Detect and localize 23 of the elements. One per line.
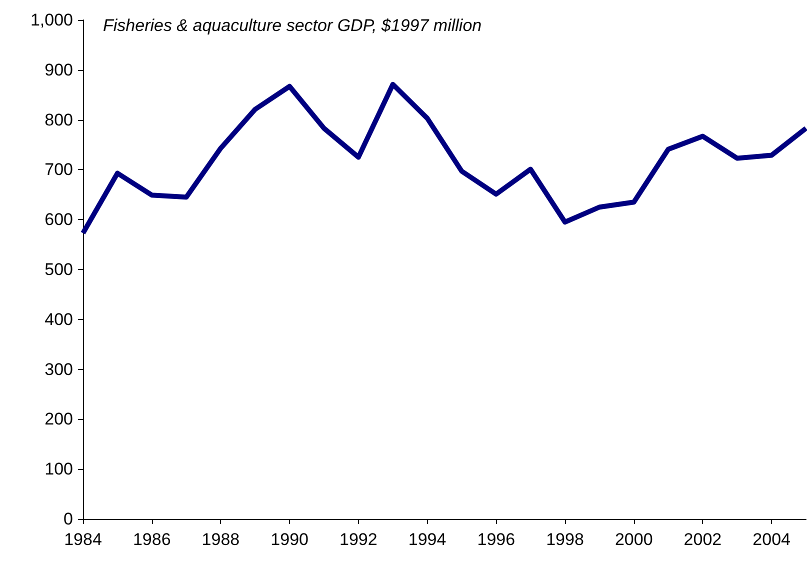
y-tick-label: 0 <box>64 510 73 528</box>
x-tick-label: 2002 <box>684 530 722 549</box>
x-tick-label: 2004 <box>752 530 790 549</box>
y-tick-label: 800 <box>44 110 73 130</box>
x-tick-label: 1988 <box>202 530 240 549</box>
x-tick-label: 2000 <box>614 530 653 549</box>
x-tick-label: 1992 <box>340 530 378 549</box>
x-tick-label: 1996 <box>477 530 516 549</box>
y-tick-label: 1,000 <box>30 10 73 30</box>
y-tick-label: 200 <box>44 410 73 429</box>
x-tick-label: 1994 <box>408 530 446 549</box>
y-tick-label: 900 <box>44 60 73 80</box>
y-tick-label: 400 <box>44 310 73 329</box>
x-tick-label: 1998 <box>546 530 584 549</box>
x-tick-label: 1990 <box>270 530 308 549</box>
x-tick-label: 1986 <box>132 530 171 549</box>
x-tick-label: 1984 <box>64 530 102 549</box>
y-tick-label: 600 <box>44 210 73 230</box>
y-tick-label: 700 <box>44 160 73 180</box>
y-tick-label: 300 <box>44 360 73 379</box>
y-tick-label: 100 <box>44 460 73 479</box>
chart-title: Fisheries & aquaculture sector GDP, $1997 million <box>103 16 482 35</box>
y-tick-label: 500 <box>44 260 73 279</box>
